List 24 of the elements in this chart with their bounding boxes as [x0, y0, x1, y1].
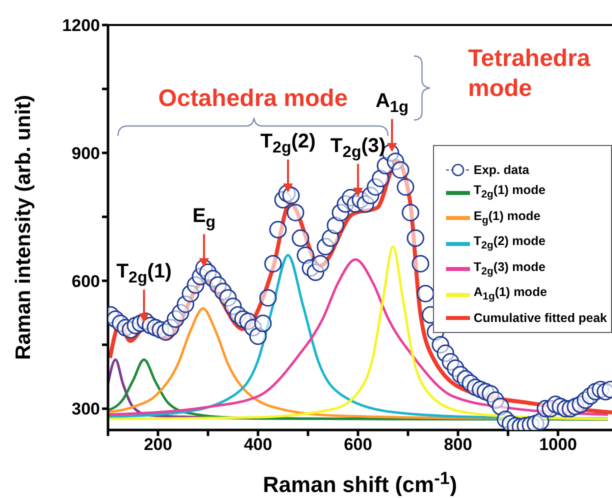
y-axis-title: Raman intensity (arb. unit): [12, 95, 35, 360]
legend-label: T$_{2g}$(1) mode: [474, 182, 546, 202]
annotation: T$_{2g}$(1): [116, 260, 172, 286]
legend-label: A$_{1g}$(1) mode: [474, 284, 547, 304]
annotation: A$_{1g}$: [375, 90, 409, 116]
y-tick-label: 1200: [62, 16, 100, 36]
y-tick-label: 600: [72, 272, 100, 291]
annotation: E$_{g}$: [192, 205, 216, 231]
x-tick-label: 800: [444, 435, 472, 454]
legend-label: T$_{2g}$(3) mode: [474, 258, 546, 279]
y-tick-label: 900: [72, 144, 100, 163]
x-tick-label: 600: [344, 435, 372, 454]
y-tick-label: 300: [72, 400, 100, 419]
legend-label: Cumulative fitted peak: [474, 310, 607, 327]
x-tick-label: 200: [144, 435, 172, 454]
annotation: T$_{2g}$(3): [330, 134, 386, 161]
annotation: Octahedra mode: [158, 85, 348, 112]
x-tick-label: 1000: [539, 435, 577, 454]
x-tick-label: 400: [244, 435, 272, 454]
legend-label: E$_{g}$(1) mode: [474, 208, 540, 228]
legend-label: Exp. data: [474, 162, 530, 179]
annotation: T$_{2g}$(2): [260, 130, 316, 156]
legend-label: T$_{2g}$(2) mode: [474, 233, 546, 254]
annotation: Tetrahedra mode: [468, 45, 591, 102]
